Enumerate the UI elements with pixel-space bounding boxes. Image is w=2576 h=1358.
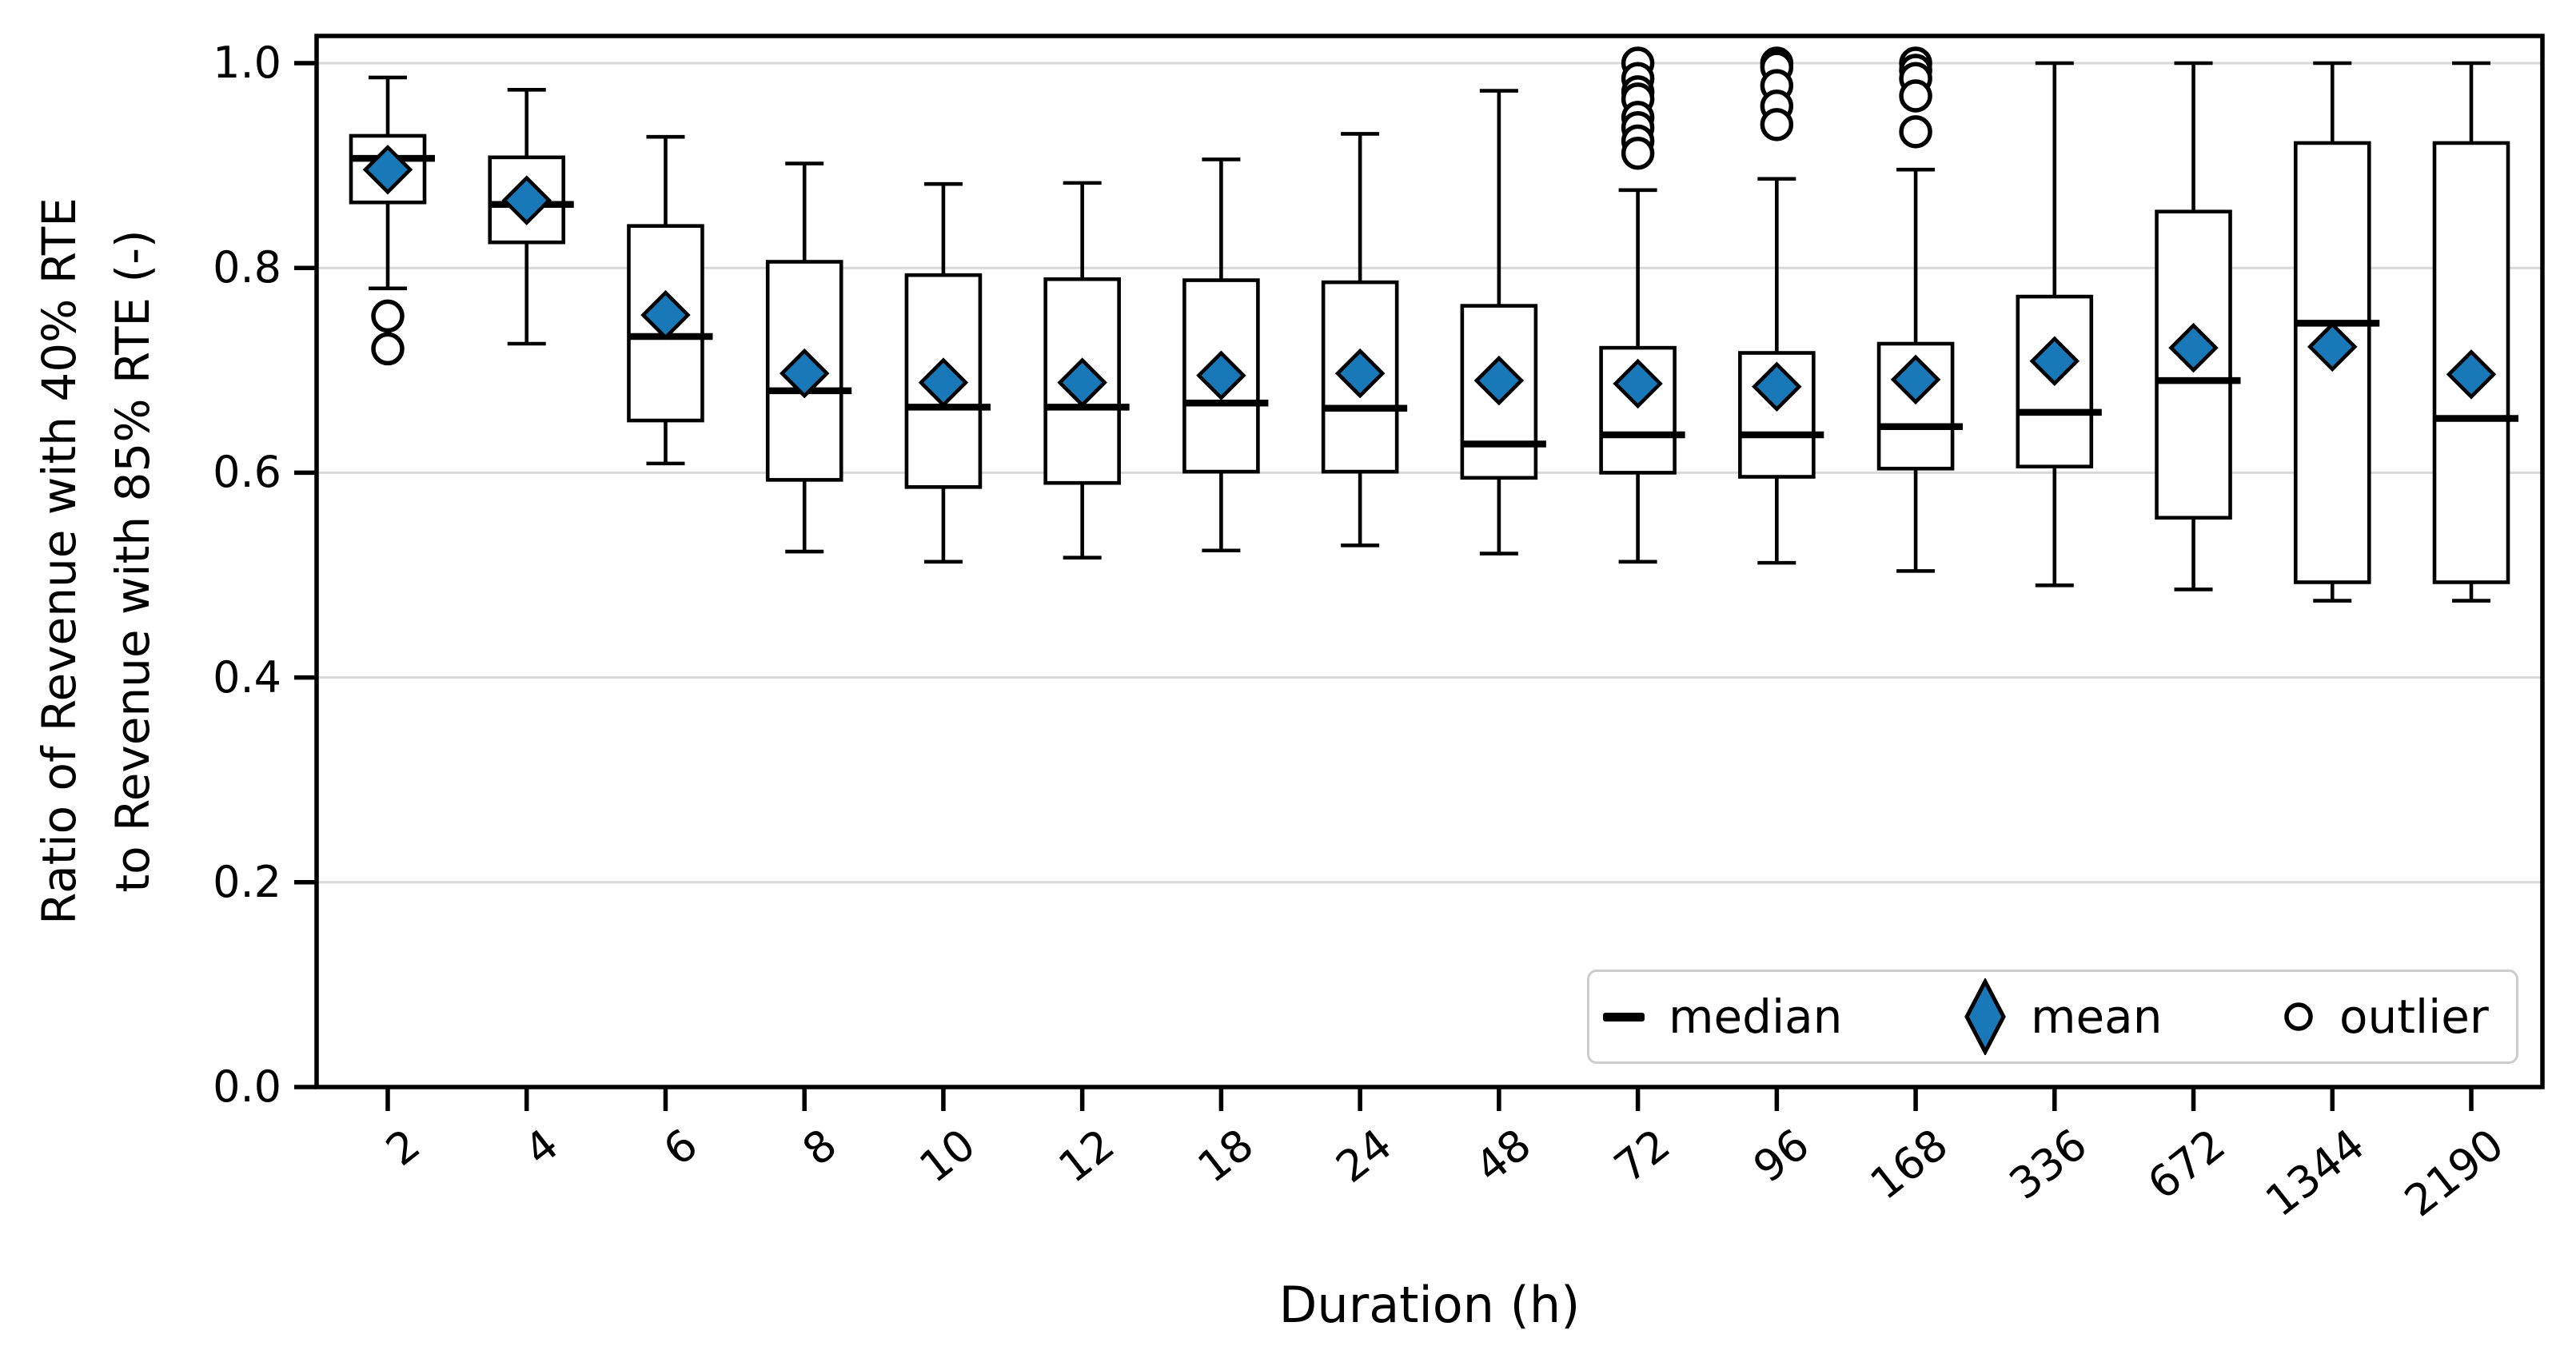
outlier-point (1899, 115, 1932, 149)
y-axis-title-line1: Ratio of Revenue with 40% RTE (32, 197, 86, 925)
legend-item-mean: mean (1964, 972, 2162, 1061)
outlier-point (371, 299, 405, 333)
legend-label-median: median (1669, 990, 1843, 1044)
y-tick-label: 0.6 (213, 447, 281, 498)
mean-marker (1057, 357, 1107, 408)
mean-marker (1196, 350, 1246, 400)
mean-marker (2168, 322, 2219, 373)
mean-marker (1613, 358, 1663, 409)
box-iqr (904, 273, 983, 489)
mean-diamond-icon (1964, 978, 2006, 1055)
mean-marker (1334, 348, 1386, 399)
mean-marker (640, 289, 691, 340)
outlier-point (1899, 79, 1932, 113)
legend-label-outlier: outlier (2339, 990, 2489, 1044)
mean-marker (1473, 355, 1525, 406)
x-axis-title: Duration (h) (1278, 1276, 1581, 1334)
plot-border (314, 34, 2545, 1089)
mean-marker (918, 357, 969, 408)
outlier-point (1760, 108, 1794, 141)
mean-marker (779, 348, 830, 399)
outlier-circle-icon (2284, 1002, 2313, 1031)
outlier-point (1621, 136, 1655, 170)
legend-item-median: median (1603, 972, 1842, 1061)
y-tick-label: 0.8 (213, 242, 281, 293)
y-tick-label: 0.2 (213, 856, 281, 907)
mean-marker (2029, 336, 2080, 387)
legend: median mean outlier (1587, 970, 2518, 1064)
y-axis-title-line2: to Revenue with 85% RTE (-) (106, 229, 160, 893)
mean-marker (1890, 354, 1941, 405)
outlier-point (371, 332, 405, 366)
mean-marker (1752, 361, 1802, 412)
mean-marker (2307, 321, 2358, 372)
mean-marker (362, 144, 413, 195)
y-tick-label: 1.0 (213, 38, 281, 88)
y-axis-title: Ratio of Revenue with 40% RTE to Revenue… (22, 197, 169, 925)
box-iqr (1876, 341, 1955, 471)
legend-item-outlier: outlier (2282, 972, 2489, 1061)
mean-marker (2446, 349, 2497, 400)
y-tick-label: 0.0 (213, 1061, 281, 1112)
y-tick-label: 0.4 (213, 651, 281, 703)
median-dash-icon (1603, 1012, 1645, 1021)
mean-marker (501, 175, 552, 225)
legend-label-mean: mean (2031, 990, 2163, 1044)
